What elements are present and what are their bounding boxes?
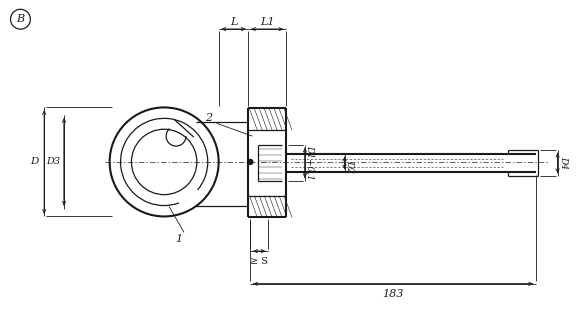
Text: 1: 1 bbox=[175, 234, 183, 244]
Text: D2: D2 bbox=[345, 160, 354, 173]
Text: L: L bbox=[230, 17, 237, 27]
Text: L1: L1 bbox=[260, 17, 275, 27]
Text: D: D bbox=[30, 157, 38, 166]
Text: 183: 183 bbox=[382, 289, 404, 299]
Text: ≥ S: ≥ S bbox=[250, 257, 268, 266]
Text: 2: 2 bbox=[205, 113, 212, 123]
Text: D1+0,1: D1+0,1 bbox=[306, 145, 314, 180]
Circle shape bbox=[248, 159, 253, 164]
Text: D3: D3 bbox=[46, 157, 60, 166]
Text: B: B bbox=[16, 14, 24, 24]
Text: D4: D4 bbox=[559, 157, 568, 170]
